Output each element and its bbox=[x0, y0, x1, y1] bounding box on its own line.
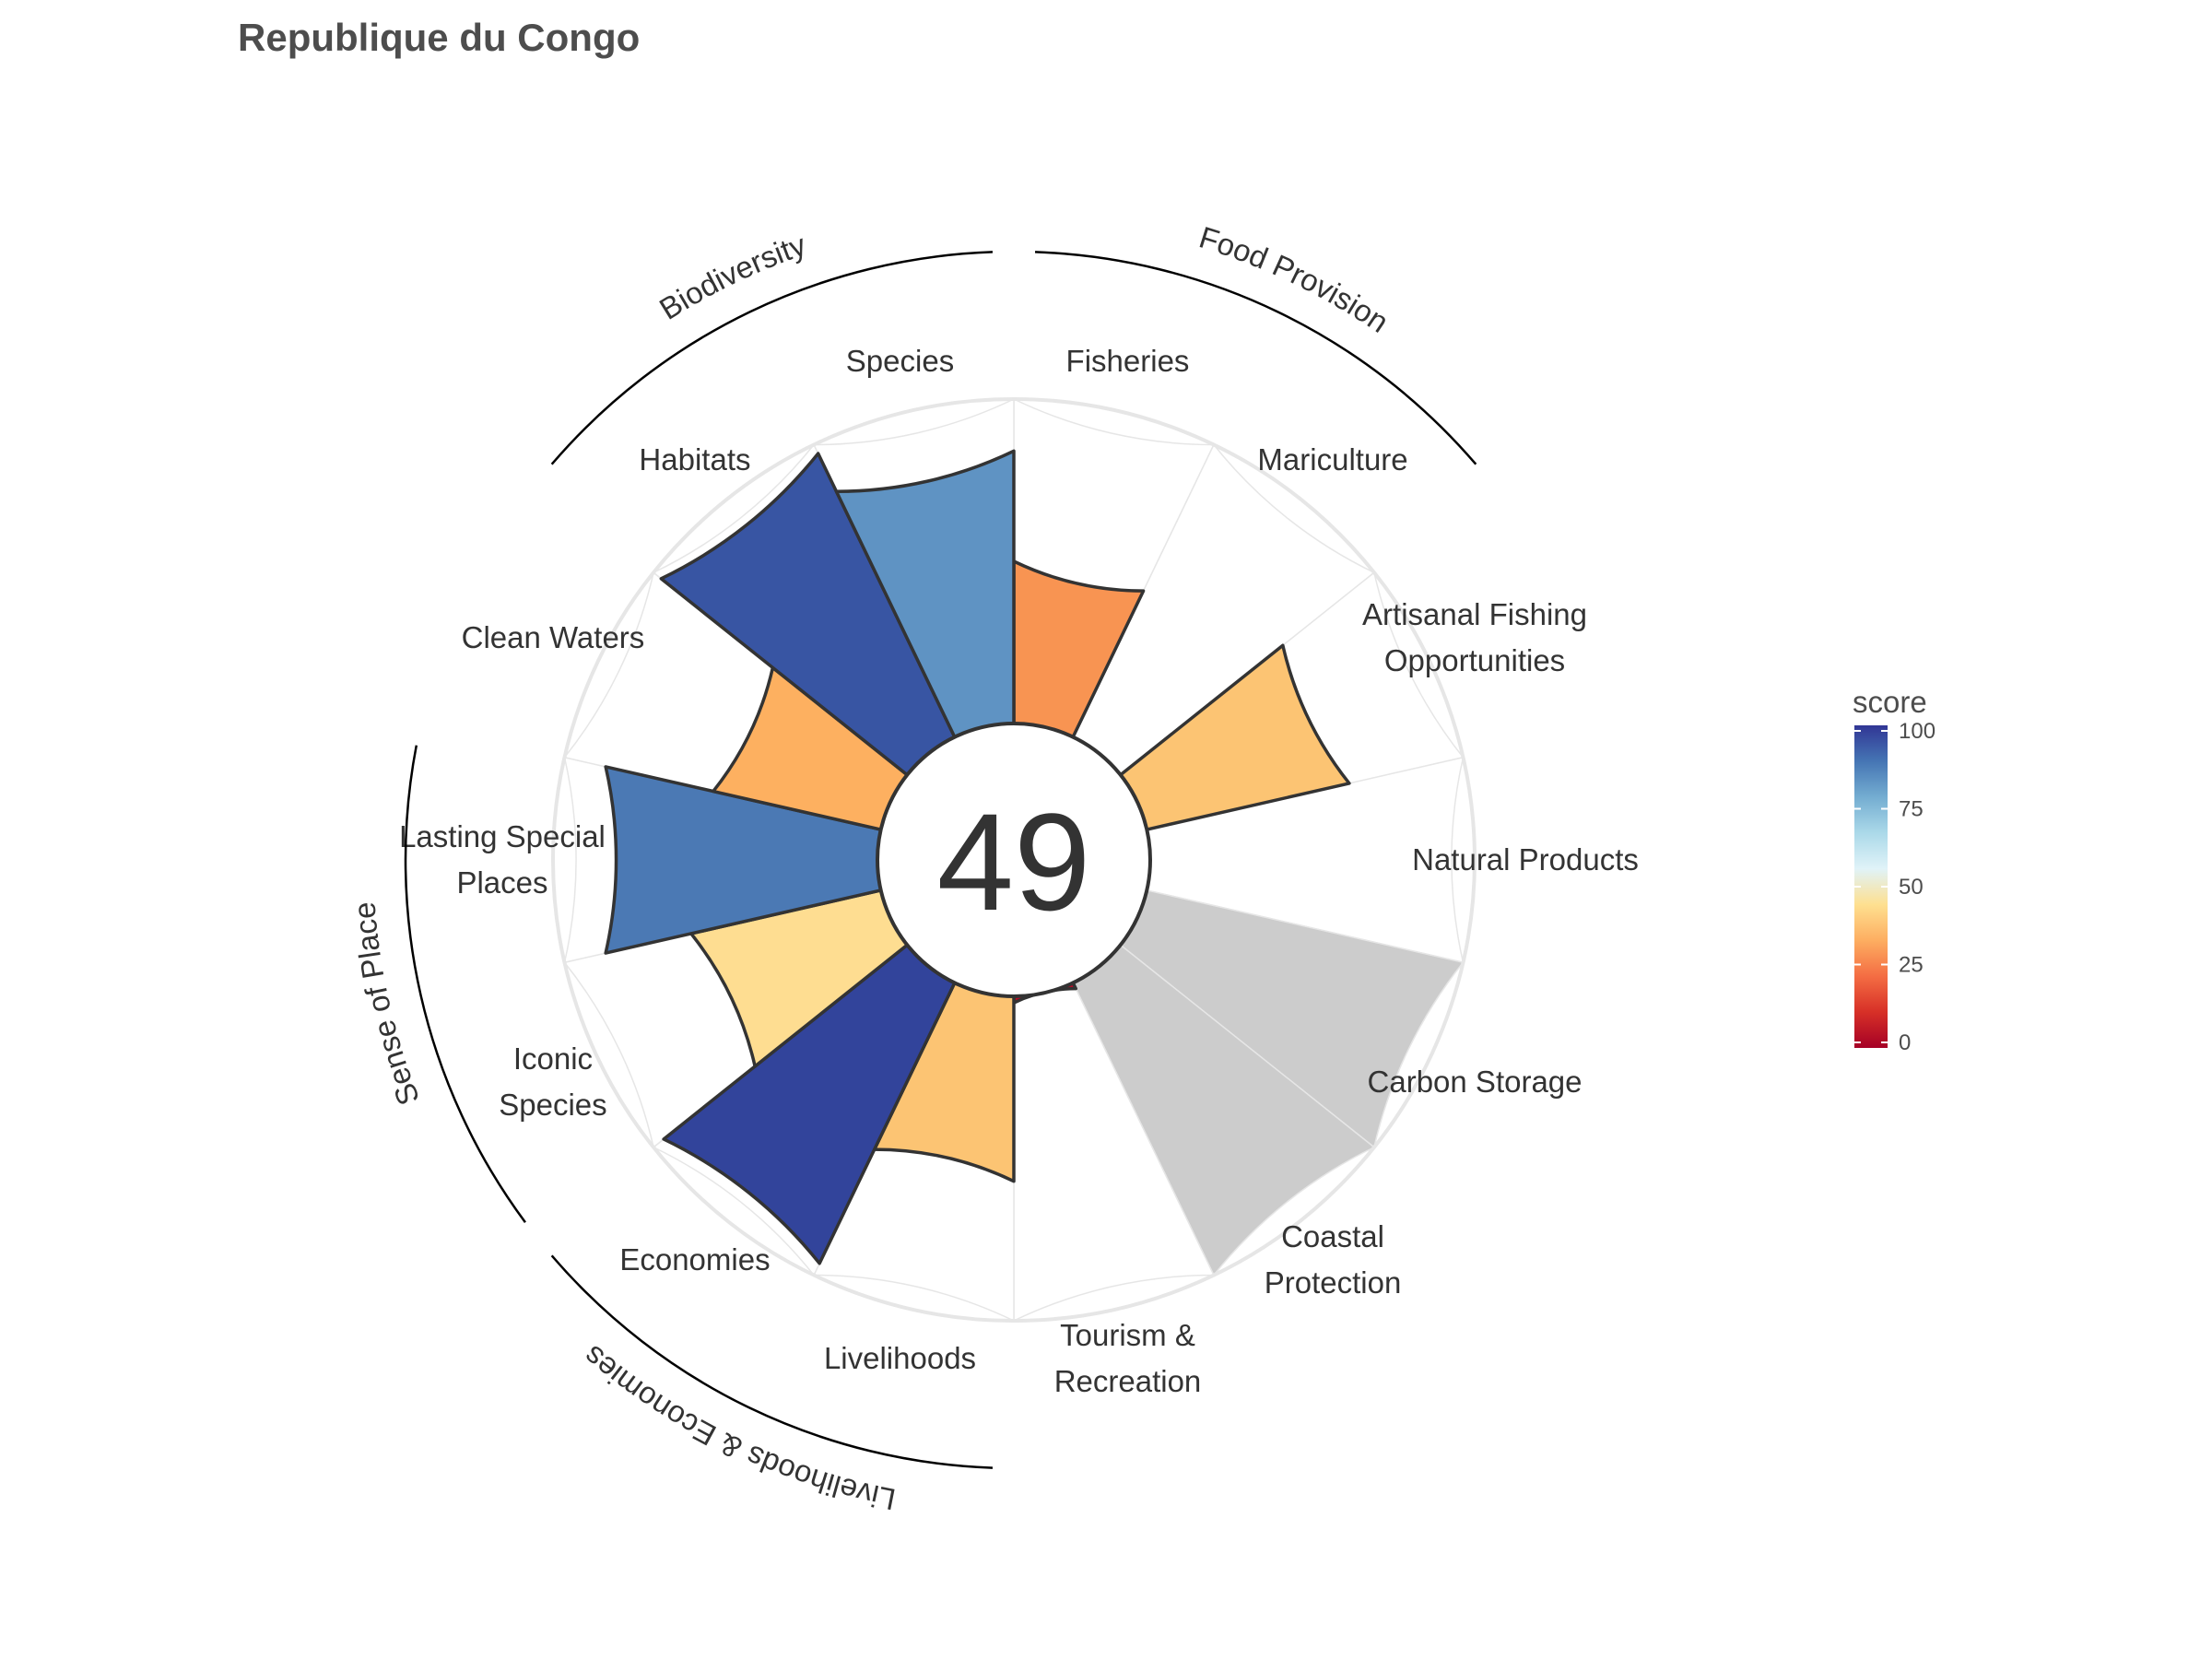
label-line: Livelihoods bbox=[824, 1341, 976, 1375]
center-circle bbox=[876, 722, 1152, 998]
legend-ticks: 0 25 50 75 100 bbox=[1854, 719, 1936, 1055]
legend-tick-label: 100 bbox=[1899, 719, 1936, 744]
label-line: Places bbox=[456, 865, 547, 900]
label-line: Fisheries bbox=[1066, 344, 1190, 378]
label-natural-products: Natural Products bbox=[1412, 842, 1639, 877]
chart-title: Republique du Congo bbox=[238, 16, 640, 59]
label-line: Habitats bbox=[639, 442, 750, 477]
label-lasting-special-places: Lasting Special Places bbox=[399, 819, 606, 900]
legend-tick-label: 0 bbox=[1899, 1030, 1911, 1055]
label-line: Economies bbox=[619, 1242, 770, 1277]
label-carbon-storage: Carbon Storage bbox=[1368, 1065, 1583, 1099]
label-line: Tourism & bbox=[1060, 1318, 1195, 1352]
label-line: Mariculture bbox=[1257, 442, 1407, 477]
overall-score: 49 bbox=[937, 784, 1091, 939]
label-line: Opportunities bbox=[1384, 643, 1565, 677]
group-label-text: Sense of Place bbox=[347, 900, 426, 1110]
segment-labels: Fisheries Mariculture Artisanal Fishing Opp… bbox=[399, 344, 1639, 1398]
label-line: Natural Products bbox=[1412, 842, 1639, 877]
label-mariculture: Mariculture bbox=[1257, 442, 1407, 477]
group-arc-livelihoods-economies bbox=[550, 1254, 994, 1469]
label-line: Recreation bbox=[1054, 1364, 1202, 1398]
bars bbox=[604, 449, 1351, 1265]
label-tourism-recreation: Tourism & Recreation bbox=[1054, 1318, 1202, 1398]
label-clean-waters: Clean Waters bbox=[462, 620, 645, 654]
group-arc-biodiversity bbox=[550, 251, 994, 465]
label-fisheries: Fisheries bbox=[1066, 344, 1190, 378]
legend-title: score bbox=[1853, 685, 1927, 719]
label-line: Iconic bbox=[513, 1041, 593, 1076]
label-line: Carbon Storage bbox=[1368, 1065, 1583, 1099]
legend-tick-label: 75 bbox=[1899, 797, 1924, 822]
label-livelihoods: Livelihoods bbox=[824, 1341, 976, 1375]
label-line: Clean Waters bbox=[462, 620, 645, 654]
color-legend: score 0 25 50 75 100 bbox=[1853, 685, 1936, 1055]
group-arc-food-provision bbox=[1034, 251, 1477, 465]
group-arc-sense-of-place bbox=[404, 745, 526, 1223]
label-artisanal-fishing-opportunities: Artisanal Fishing Opportunities bbox=[1362, 597, 1587, 677]
label-line: Protection bbox=[1265, 1265, 1402, 1300]
group-label-sense-of-place: Sense of Place bbox=[347, 900, 426, 1110]
legend-tick-label: 50 bbox=[1899, 875, 1924, 900]
group-label-biodiversity: Biodiversity bbox=[653, 227, 810, 325]
outer-ring bbox=[551, 397, 1477, 1323]
label-line: Species bbox=[846, 344, 954, 378]
center-disc: 49 bbox=[876, 722, 1152, 998]
label-line: Lasting Special bbox=[399, 819, 606, 853]
label-line: Coastal bbox=[1281, 1219, 1384, 1253]
label-iconic-species: Iconic Species bbox=[499, 1041, 606, 1122]
label-line: Species bbox=[499, 1088, 606, 1122]
group-label-text: Biodiversity bbox=[653, 227, 810, 325]
label-economies: Economies bbox=[619, 1242, 770, 1277]
label-species: Species bbox=[846, 344, 954, 378]
label-habitats: Habitats bbox=[639, 442, 750, 477]
label-coastal-protection: Coastal Protection bbox=[1265, 1219, 1402, 1300]
legend-tick-label: 25 bbox=[1899, 953, 1924, 978]
label-line: Artisanal Fishing bbox=[1362, 597, 1587, 631]
